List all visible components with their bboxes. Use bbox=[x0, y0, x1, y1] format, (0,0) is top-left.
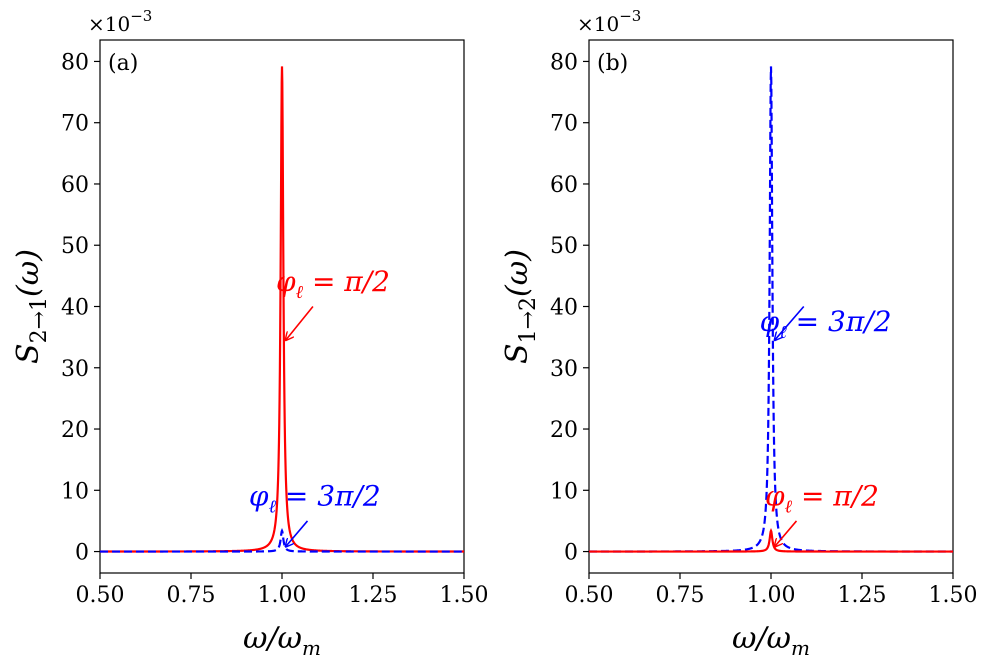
y-scale-exponent: −3 bbox=[130, 7, 152, 25]
x-tick-label: 0.75 bbox=[167, 583, 216, 608]
y-tick-label: 50 bbox=[61, 234, 89, 259]
y-scale-base: ×10 bbox=[88, 12, 130, 36]
annotation-arrow bbox=[775, 305, 805, 341]
y-scale-factor: ×10−3 bbox=[88, 7, 152, 36]
annotation-arrow bbox=[775, 520, 798, 547]
annotation-subscript: ℓ bbox=[268, 497, 276, 518]
y-axis-label-tail: (ω) bbox=[11, 249, 46, 297]
x-tick-label: 1.00 bbox=[258, 583, 307, 608]
y-axis-label-sub: 2→1 bbox=[27, 297, 52, 343]
y-tick-label: 10 bbox=[550, 479, 578, 504]
annotation-symbol: φ bbox=[765, 480, 785, 513]
y-tick-label: 70 bbox=[550, 112, 578, 137]
x-tick-label: 0.75 bbox=[656, 583, 705, 608]
y-tick-label: 40 bbox=[550, 296, 578, 321]
chart-panel-a: 0.50 0.75 1.00 1.25 1.50 0 10 20 30 40 50 60 70 80 ×10… bbox=[11, 7, 488, 660]
y-axis-label-sub: 1→2 bbox=[516, 297, 541, 343]
annotation-label: φℓ = 3π/2 bbox=[760, 305, 892, 343]
annotation-symbol: φ bbox=[276, 265, 296, 298]
y-tick-label: 10 bbox=[61, 479, 89, 504]
y-tick-label: 80 bbox=[61, 50, 89, 75]
y-tick-label: 20 bbox=[550, 418, 578, 443]
y-scale-base: ×10 bbox=[577, 12, 619, 36]
annotation-subscript: ℓ bbox=[296, 282, 304, 303]
x-axis-label-main: ω/ω bbox=[732, 621, 791, 656]
annotation-label: φℓ = π/2 bbox=[765, 480, 879, 518]
series-line-2 bbox=[589, 527, 953, 553]
x-axis-label-main: ω/ω bbox=[243, 621, 302, 656]
chart-panel-b: 0.50 0.75 1.00 1.25 1.50 0 10 20 30 40 50 60 70 80 ×10… bbox=[500, 7, 977, 660]
annotation-label: φℓ = 3π/2 bbox=[249, 480, 381, 518]
y-tick-label: 60 bbox=[550, 173, 578, 198]
y-tick-label: 50 bbox=[550, 234, 578, 259]
x-tick-label: 1.50 bbox=[929, 583, 978, 608]
x-tick-label: 1.50 bbox=[440, 583, 489, 608]
panel-label: (b) bbox=[597, 51, 628, 76]
y-tick-label: 60 bbox=[61, 173, 89, 198]
x-tick-label: 1.25 bbox=[838, 583, 887, 608]
y-tick-label: 80 bbox=[550, 50, 578, 75]
x-tick-label: 1.25 bbox=[349, 583, 398, 608]
annotation-subscript: ℓ bbox=[779, 322, 787, 343]
y-tick-label: 20 bbox=[61, 418, 89, 443]
annotation-value: = 3π/2 bbox=[276, 480, 381, 513]
x-axis-label: ω/ωm bbox=[243, 621, 321, 660]
x-tick-label: 0.50 bbox=[76, 583, 125, 608]
annotation-arrow bbox=[286, 520, 309, 547]
y-axis-label: S1→2(ω) bbox=[500, 249, 541, 364]
y-scale-exponent: −3 bbox=[619, 7, 641, 25]
x-axis-label-sub: m bbox=[302, 636, 321, 660]
annotation-subscript: ℓ bbox=[785, 497, 793, 518]
series-line-2 bbox=[100, 527, 464, 553]
y-axis-label: S2→1(ω) bbox=[11, 249, 52, 364]
y-tick-label: 70 bbox=[61, 112, 89, 137]
y-tick-label: 40 bbox=[61, 296, 89, 321]
x-tick-label: 1.00 bbox=[747, 583, 796, 608]
x-axis-label-sub: m bbox=[791, 636, 810, 660]
y-axis-label-main: S bbox=[500, 343, 535, 364]
annotation-value: = π/2 bbox=[303, 265, 390, 298]
annotation-value: = π/2 bbox=[792, 480, 879, 513]
x-tick-label: 0.50 bbox=[565, 583, 614, 608]
annotation-label: φℓ = π/2 bbox=[276, 265, 390, 303]
y-tick-label: 30 bbox=[61, 357, 89, 382]
y-tick-label: 30 bbox=[550, 357, 578, 382]
annotation-symbol: φ bbox=[249, 480, 269, 513]
y-tick-label: 0 bbox=[75, 541, 89, 566]
annotation-symbol: φ bbox=[760, 305, 780, 338]
annotation-arrow bbox=[286, 305, 314, 341]
annotation-value: = 3π/2 bbox=[787, 305, 892, 338]
panel-label: (a) bbox=[108, 51, 138, 76]
x-axis-label: ω/ωm bbox=[732, 621, 810, 660]
y-axis-label-main: S bbox=[11, 343, 46, 364]
y-tick-label: 0 bbox=[564, 541, 578, 566]
y-axis-label-tail: (ω) bbox=[500, 249, 535, 297]
y-scale-factor: ×10−3 bbox=[577, 7, 641, 36]
